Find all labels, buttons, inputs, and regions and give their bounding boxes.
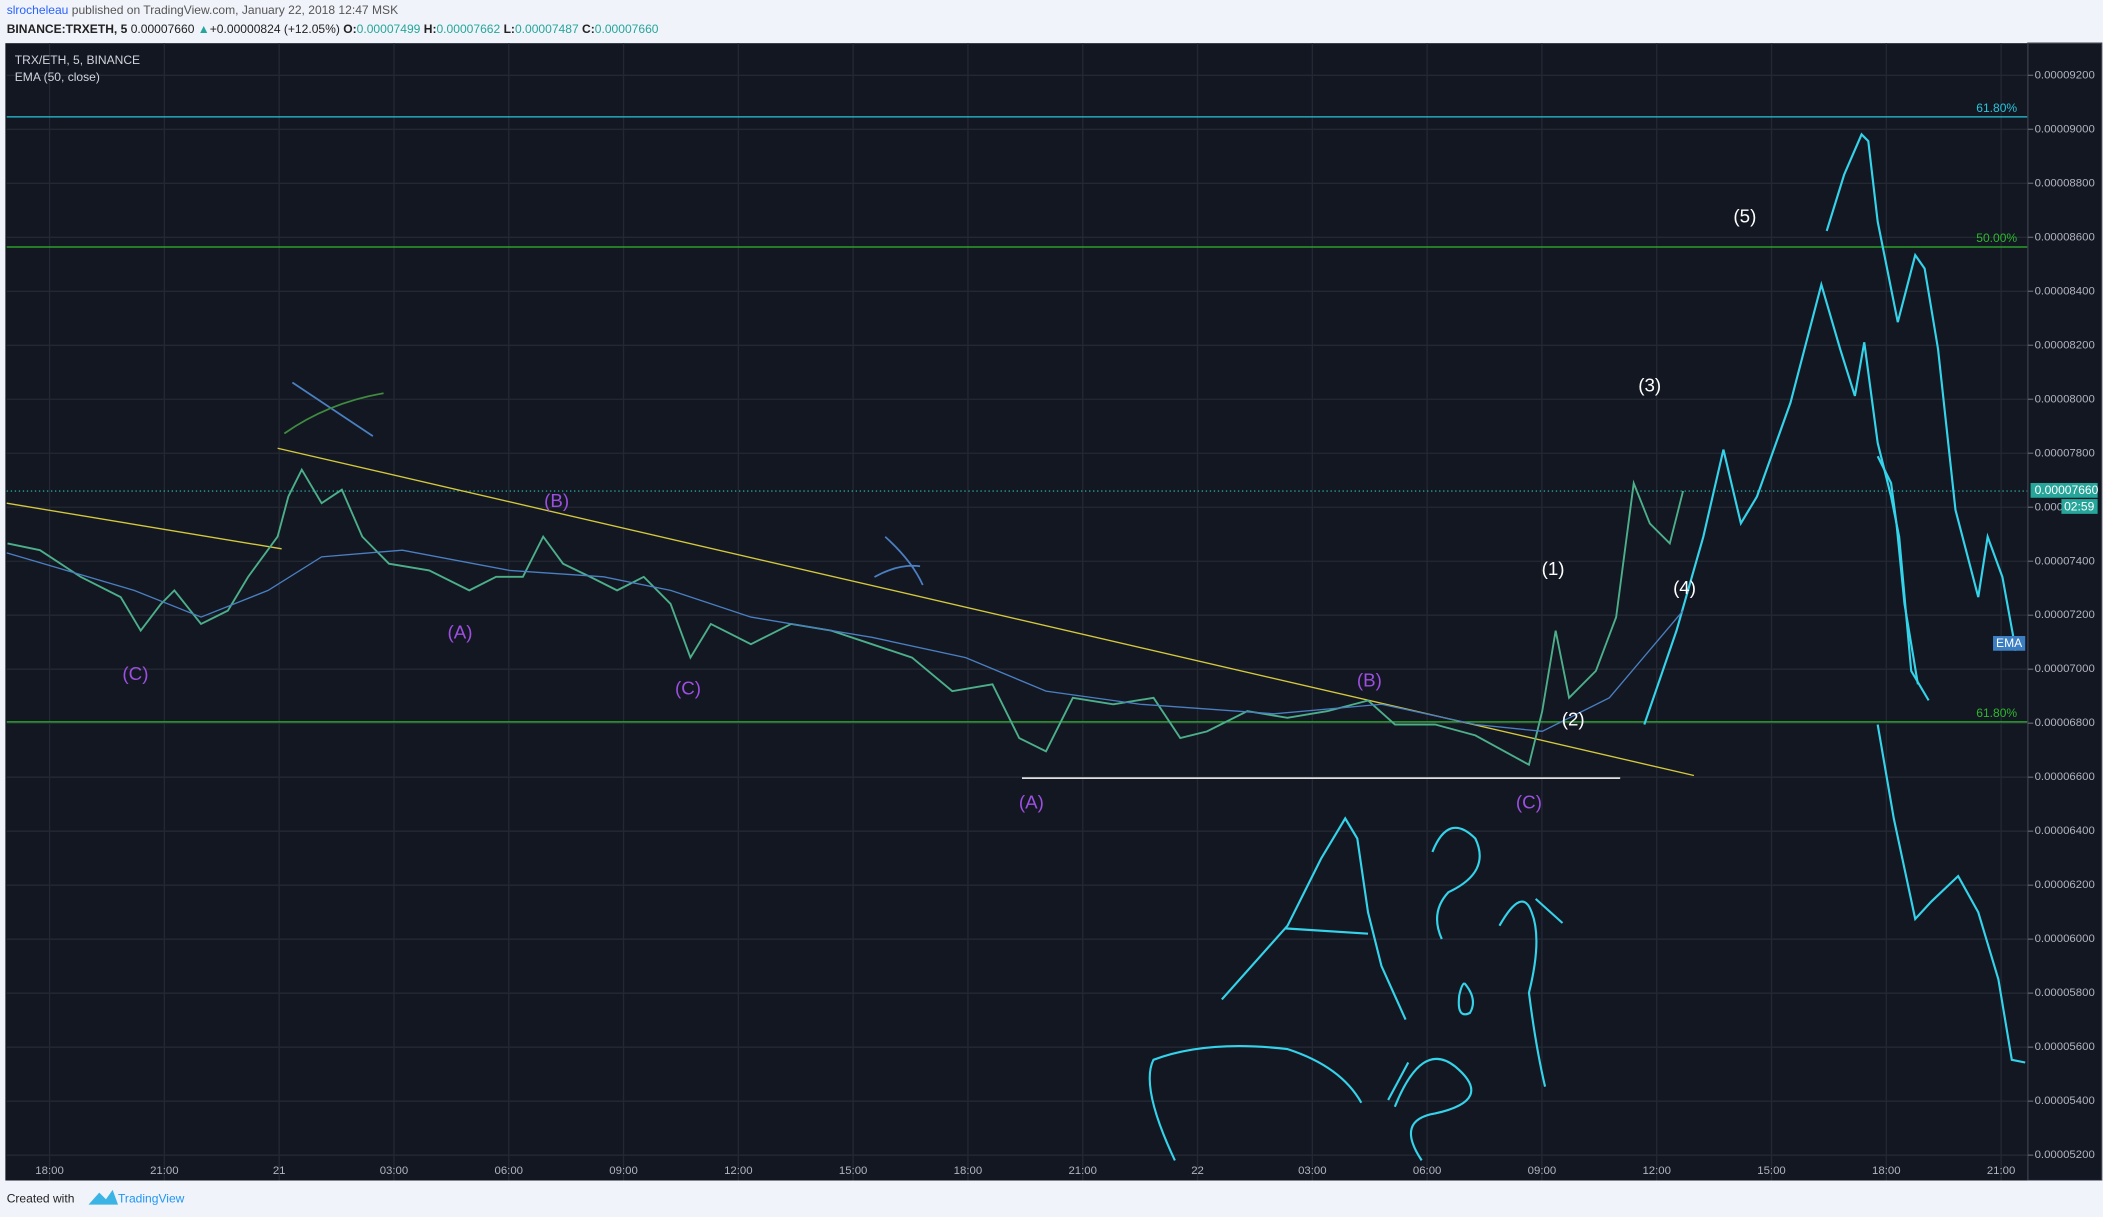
y-tick-label: 0.00008800 bbox=[2035, 177, 2095, 189]
y-tick-label: 0.00005400 bbox=[2035, 1095, 2095, 1107]
close: 0.00007660 bbox=[595, 22, 659, 36]
y-tick-label: 0.00009000 bbox=[2035, 123, 2095, 135]
y-tick-label: 0.00006600 bbox=[2035, 771, 2095, 783]
x-tick-label: 09:00 bbox=[1528, 1165, 1557, 1177]
symbol: BINANCE:TRXETH, 5 bbox=[7, 22, 128, 36]
x-tick-label: 03:00 bbox=[1298, 1165, 1327, 1177]
o-label: O: bbox=[343, 22, 356, 36]
quote-line: BINANCE:TRXETH, 5 0.00007660 ▲+0.0000082… bbox=[7, 22, 659, 36]
x-tick-label: 15:00 bbox=[839, 1165, 868, 1177]
arrow: ▲ bbox=[198, 22, 210, 36]
sketch bbox=[874, 536, 924, 586]
x-tick-label: 03:00 bbox=[380, 1165, 409, 1177]
y-tick-label: 0.00008000 bbox=[2035, 393, 2095, 405]
countdown-tag bbox=[2061, 499, 2098, 514]
footer-brand[interactable]: TradingView bbox=[118, 1191, 185, 1205]
trendline bbox=[6, 502, 282, 550]
x-tick-label: 06:00 bbox=[1413, 1165, 1442, 1177]
low: 0.00007487 bbox=[515, 22, 579, 36]
projection bbox=[1148, 132, 2026, 1161]
price: 0.00007660 bbox=[131, 22, 195, 36]
logo bbox=[88, 1189, 119, 1205]
l-label: L: bbox=[504, 22, 515, 36]
y-tick-label: 0.00005800 bbox=[2035, 987, 2095, 999]
wave-label: (1) bbox=[1542, 558, 1565, 579]
published: published on TradingView.com, January 22… bbox=[72, 3, 398, 17]
y-tick-label: 0.00007400 bbox=[2035, 555, 2095, 567]
y-tick-label: 0.00006200 bbox=[2035, 879, 2095, 891]
author: slrocheleau bbox=[7, 3, 69, 17]
wave-label: (B) bbox=[1357, 670, 1382, 691]
y-tick-label: 0.00008600 bbox=[2035, 231, 2095, 243]
x-tick-label: 21:00 bbox=[1068, 1165, 1097, 1177]
y-tick-label: 0.00005600 bbox=[2035, 1041, 2095, 1053]
x-tick-label: 21 bbox=[273, 1165, 286, 1177]
ema-line bbox=[6, 549, 1684, 733]
y-tick-label: 0.00007200 bbox=[2035, 609, 2095, 621]
chart-background bbox=[5, 43, 2102, 1181]
open: 0.00007499 bbox=[357, 22, 421, 36]
plot: (C) (A) (B) (C) (A) (B) (C) (1) (2) (3) (4) (5) bbox=[6, 205, 1756, 813]
last-price-label: 0.00007660 bbox=[2035, 483, 2099, 497]
y-tick-label: 0.00007800 bbox=[2035, 447, 2095, 459]
legend-title: TRX/ETH, 5, BINANCE bbox=[15, 53, 140, 67]
x-tick-label: 06:00 bbox=[494, 1165, 523, 1177]
fib-label: 61.80% bbox=[1976, 706, 2017, 720]
change: +0.00000824 (+12.05%) bbox=[210, 22, 340, 36]
footer-created: Created with bbox=[7, 1191, 75, 1205]
ema-tag bbox=[1993, 635, 2026, 651]
x-tick-label: 12:00 bbox=[1642, 1165, 1671, 1177]
ema-tag-label: EMA bbox=[1996, 636, 2023, 650]
y-tick-label: 0.00006800 bbox=[2035, 717, 2095, 729]
header-line: slrocheleau published on TradingView.com… bbox=[7, 3, 398, 17]
y-tick-label: 0.00005200 bbox=[2035, 1149, 2095, 1161]
footer-background bbox=[0, 1180, 2103, 1217]
wave-label: (2) bbox=[1562, 708, 1585, 729]
y-tick-label: 0.00006000 bbox=[2035, 933, 2095, 945]
legend-ema: EMA (50, close) bbox=[15, 70, 100, 84]
y-tick-label: 0.00008400 bbox=[2035, 285, 2095, 297]
wave-label: (A) bbox=[1019, 792, 1044, 813]
wave-label: (4) bbox=[1673, 577, 1696, 598]
price-line bbox=[7, 467, 1684, 767]
wave-label: (B) bbox=[544, 490, 569, 511]
wave-label: (C) bbox=[1516, 792, 1542, 813]
x-tick-label: 18:00 bbox=[35, 1165, 64, 1177]
fib-label: 61.80% bbox=[1976, 101, 2017, 115]
y-tick-label: 0.00009200 bbox=[2035, 69, 2095, 81]
c-label: C: bbox=[582, 22, 595, 36]
x-tick-label: 09:00 bbox=[609, 1165, 638, 1177]
x-tick-label: 15:00 bbox=[1757, 1165, 1786, 1177]
h-label: H: bbox=[424, 22, 437, 36]
price-axis bbox=[2027, 42, 2103, 1182]
x-tick-label: 21:00 bbox=[1987, 1165, 2016, 1177]
axes: 0.00009200 0.00009000 0.00008800 0.00008600… bbox=[35, 42, 2103, 1182]
x-tick-label: 21:00 bbox=[150, 1165, 179, 1177]
high: 0.00007662 bbox=[436, 22, 500, 36]
wave-label: (5) bbox=[1733, 205, 1756, 226]
countdown: 02:59 bbox=[2064, 499, 2094, 513]
x-tick-label: 18:00 bbox=[954, 1165, 983, 1177]
y-tick-label: 0.00007000 bbox=[2035, 663, 2095, 675]
y-tick-label: 0.00006400 bbox=[2035, 825, 2095, 837]
sketch bbox=[283, 392, 384, 435]
levels: 61.80% 50.00% 61.80% bbox=[6, 101, 2028, 723]
wave-label: (C) bbox=[675, 678, 701, 699]
wave-label: (3) bbox=[1638, 374, 1661, 395]
y-tick-label: 0.00008200 bbox=[2035, 339, 2095, 351]
last-price-tag bbox=[2030, 482, 2098, 498]
grid bbox=[6, 43, 2028, 1181]
x-tick-label: 18:00 bbox=[1872, 1165, 1901, 1177]
wave-label: (C) bbox=[122, 663, 148, 684]
x-tick-label: 22 bbox=[1191, 1165, 1204, 1177]
fib-label: 50.00% bbox=[1976, 231, 2017, 245]
wave-label: (A) bbox=[448, 621, 473, 642]
sketch bbox=[291, 381, 374, 437]
x-tick-label: 12:00 bbox=[724, 1165, 753, 1177]
